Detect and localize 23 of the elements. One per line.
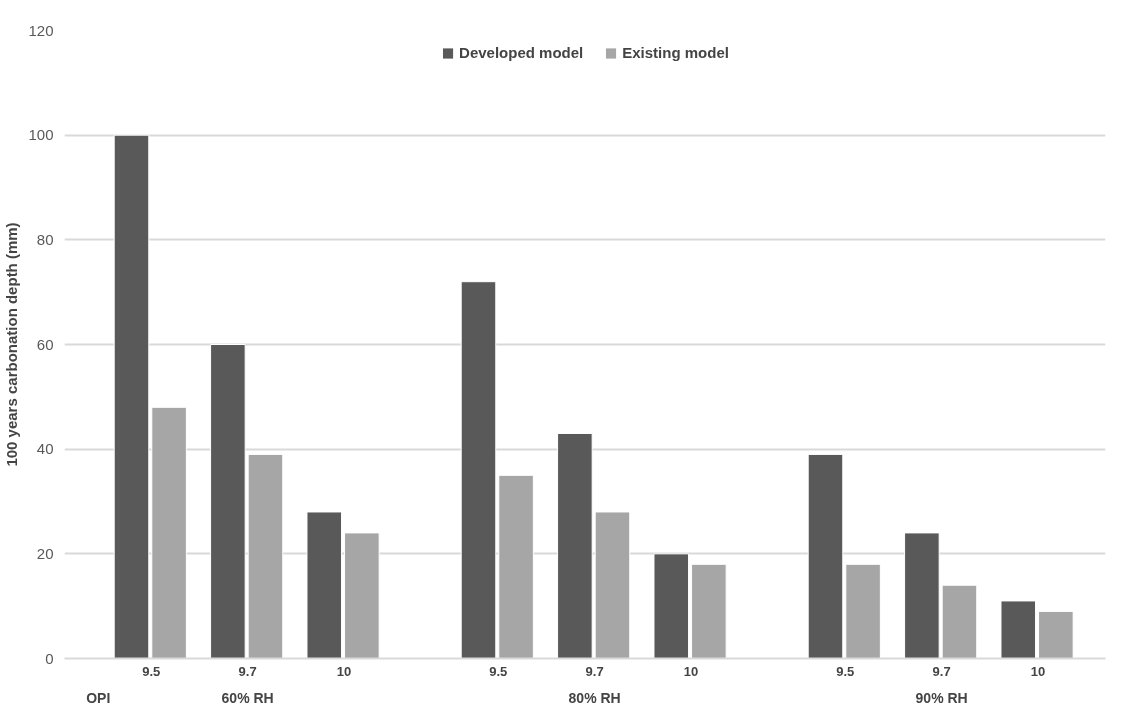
text: 90% RH xyxy=(915,689,968,706)
x-tick-label: 10 xyxy=(336,663,352,679)
x-tick-label: 9.7 xyxy=(585,663,604,679)
y-tick-label: 20 xyxy=(36,544,54,562)
y-tick-label: 60 xyxy=(36,335,54,353)
x-tick-label: 9.5 xyxy=(142,663,161,679)
y-tick-label: 0 xyxy=(45,649,54,667)
legend-label: Existing model xyxy=(622,44,729,61)
x-tick-label: 10 xyxy=(683,663,699,679)
y-axis-title: 100 years carbonation depth (mm) xyxy=(3,222,21,467)
text: 60% RH xyxy=(221,689,274,706)
x-tick-label: 9.7 xyxy=(932,663,951,679)
text: 80% RH xyxy=(568,689,621,706)
x-tick-label: 9.5 xyxy=(836,663,855,679)
x-tick-label: 9.7 xyxy=(238,663,257,679)
y-tick-label: 100 xyxy=(28,126,54,144)
x-tick-label: 9.5 xyxy=(489,663,508,679)
y-tick-label: 120 xyxy=(28,21,54,39)
text: OPI xyxy=(86,689,111,706)
legend-label: Developed model xyxy=(459,44,584,61)
y-tick-label: 80 xyxy=(36,230,54,248)
x-tick-label: 10 xyxy=(1030,663,1046,679)
y-tick-label: 40 xyxy=(36,440,54,458)
